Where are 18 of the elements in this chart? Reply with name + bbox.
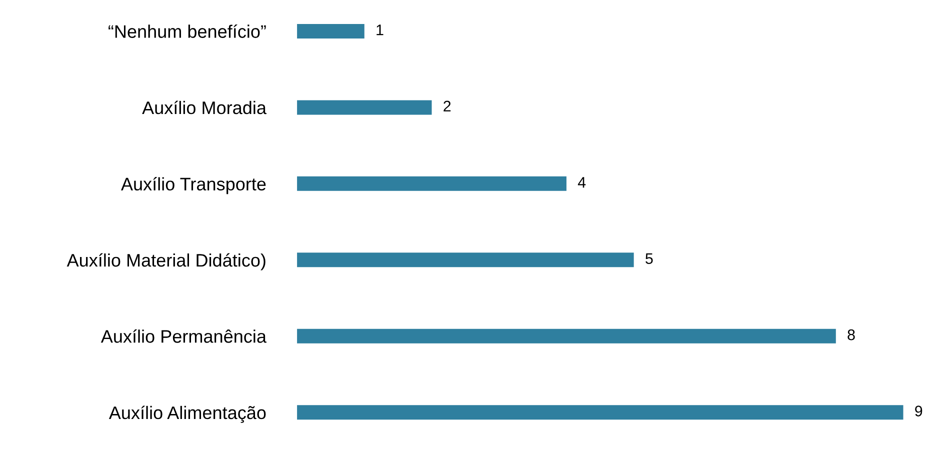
y-tick-label: “Nenhum benefício” <box>108 24 266 38</box>
y-tick-label: Auxílio Alimentação <box>108 406 266 423</box>
bar <box>297 100 432 115</box>
data-label: 5 <box>646 253 653 264</box>
y-tick-label: Auxílio Moradia <box>142 100 266 114</box>
y-tick-label: Auxílio Permanência <box>100 329 266 343</box>
data-label: 1 <box>376 24 384 36</box>
bar <box>297 328 836 344</box>
data-label: 2 <box>444 100 451 112</box>
y-tick-label: Auxílio Material Didático) <box>66 253 266 270</box>
y-tick-label: Auxílio Transporte <box>120 177 266 194</box>
data-label: 9 <box>915 406 922 416</box>
bar <box>297 405 904 420</box>
data-label: 8 <box>848 329 855 340</box>
bar <box>297 252 634 268</box>
bar <box>297 24 364 38</box>
data-label: 4 <box>578 177 586 188</box>
bar <box>297 176 566 191</box>
